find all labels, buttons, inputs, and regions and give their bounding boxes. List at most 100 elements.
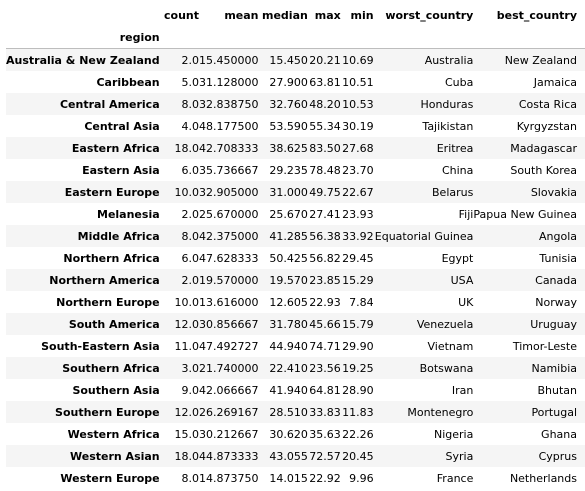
cell-count: 15.0	[174, 427, 200, 441]
table-row: Northern Africa 6.0 47.628333 50.425 56.82 29…	[6, 247, 585, 269]
cell-worst-country: Iran	[451, 383, 474, 397]
row-index-label: Melanesia	[97, 207, 160, 221]
cell-count: 4.0	[181, 119, 200, 133]
row-index-label: South America	[68, 317, 160, 331]
cell-mean: 42.375000	[199, 229, 259, 243]
table-row: Australia & New Zealand 2.0 15.450000 15.45…	[6, 48, 585, 71]
cell-mean: 13.616000	[199, 295, 259, 309]
column-header-count: count	[164, 8, 200, 22]
row-index-label: Central America	[59, 97, 160, 111]
cell-mean: 31.128000	[199, 75, 259, 89]
cell-worst-country: Tajikistan	[422, 119, 474, 133]
cell-best-country: Netherlands	[509, 471, 577, 485]
cell-best-country: Angola	[538, 229, 577, 243]
cell-count: 10.0	[174, 185, 200, 199]
cell-mean: 19.570000	[199, 273, 259, 287]
cell-max: 20.21	[309, 53, 341, 67]
cell-max: 48.20	[309, 97, 341, 111]
column-header-mean: mean	[224, 8, 259, 22]
cell-best-country: Madagascar	[510, 141, 577, 155]
cell-mean: 44.873333	[199, 449, 259, 463]
cell-min: 29.90	[342, 339, 374, 353]
cell-best-country: Norway	[535, 295, 577, 309]
cell-min: 22.26	[342, 427, 374, 441]
table-row: South-Eastern Asia 11.0 47.492727 44.940 74.…	[6, 335, 585, 357]
cell-best-country: Ghana	[541, 427, 577, 441]
empty-header-cell	[162, 26, 199, 49]
table-row: Western Asian 18.0 44.873333 43.055 72.57 20.…	[6, 445, 585, 467]
cell-max: 72.57	[309, 449, 341, 463]
row-index-label: Central Asia	[84, 119, 160, 133]
cell-min: 15.29	[342, 273, 374, 287]
row-index-label: Middle Africa	[77, 229, 160, 243]
cell-mean: 25.670000	[199, 207, 259, 221]
cell-worst-country: Vietnam	[427, 339, 474, 353]
cell-mean: 48.177500	[199, 119, 259, 133]
cell-best-country: Bhutan	[537, 383, 577, 397]
cell-median: 12.605	[269, 295, 308, 309]
cell-worst-country: Australia	[424, 53, 474, 67]
cell-median: 15.450	[269, 53, 308, 67]
table-row: Southern Africa 3.0 21.740000 22.410 23.56 19…	[6, 357, 585, 379]
cell-max: 63.81	[309, 75, 341, 89]
cell-min: 7.84	[349, 295, 374, 309]
cell-best-country: Tunisia	[539, 251, 577, 265]
corner-cell	[6, 4, 162, 26]
column-header-best-country: best_country	[496, 8, 577, 22]
cell-max: 27.41	[309, 207, 341, 221]
table-row: Eastern Asia 6.0 35.736667 29.235 78.48 23.70…	[6, 159, 585, 181]
table-row: Central America 8.0 32.838750 32.760 48.20 10…	[6, 93, 585, 115]
table-row: Eastern Europe 10.0 32.905000 31.000 49.75 22…	[6, 181, 585, 203]
cell-mean: 32.838750	[199, 97, 259, 111]
cell-max: 23.56	[309, 361, 341, 375]
cell-worst-country: USA	[450, 273, 474, 287]
row-index-label: Eastern Europe	[64, 185, 160, 199]
cell-best-country: New Zealand	[504, 53, 577, 67]
cell-mean: 42.708333	[199, 141, 259, 155]
table-row: Western Africa 15.0 30.212667 30.620 35.63 22…	[6, 423, 585, 445]
table-row: Caribbean 5.0 31.128000 27.900 63.81 10.51 Cub…	[6, 71, 585, 93]
index-name-row: region	[6, 26, 585, 49]
row-index-label: Northern Europe	[56, 295, 160, 309]
index-name-header: region	[119, 30, 160, 44]
cell-max: 55.34	[309, 119, 341, 133]
cell-worst-country: Syria	[445, 449, 474, 463]
cell-median: 38.625	[269, 141, 308, 155]
table-body: Australia & New Zealand 2.0 15.450000 15.45…	[6, 48, 585, 489]
cell-best-country: Namibia	[531, 361, 577, 375]
cell-mean: 47.628333	[199, 251, 259, 265]
cell-min: 33.92	[342, 229, 374, 243]
cell-count: 18.0	[174, 141, 200, 155]
cell-median: 14.015	[269, 471, 308, 485]
cell-mean: 21.740000	[199, 361, 259, 375]
cell-min: 19.25	[342, 361, 374, 375]
cell-mean: 47.492727	[199, 339, 259, 353]
cell-min: 23.70	[342, 163, 374, 177]
cell-count: 10.0	[174, 295, 200, 309]
cell-median: 32.760	[269, 97, 308, 111]
cell-count: 6.0	[181, 251, 200, 265]
cell-best-country: South Korea	[510, 163, 577, 177]
cell-worst-country: Honduras	[420, 97, 474, 111]
cell-count: 8.0	[181, 97, 200, 111]
cell-median: 30.620	[269, 427, 308, 441]
empty-header-cell	[259, 26, 308, 49]
cell-min: 28.90	[342, 383, 374, 397]
cell-worst-country: Botswana	[419, 361, 474, 375]
table-row: South America 12.0 30.856667 31.780 45.66 15.…	[6, 313, 585, 335]
cell-median: 27.900	[269, 75, 308, 89]
cell-median: 50.425	[269, 251, 308, 265]
cell-count: 2.0	[181, 273, 200, 287]
cell-mean: 30.212667	[199, 427, 259, 441]
cell-min: 10.51	[342, 75, 374, 89]
table-header: count mean median max min worst_country …	[6, 4, 585, 49]
cell-count: 3.0	[181, 361, 200, 375]
cell-worst-country: Montenegro	[407, 405, 474, 419]
cell-median: 41.285	[269, 229, 308, 243]
empty-header-cell	[308, 26, 341, 49]
cell-median: 22.410	[269, 361, 308, 375]
cell-best-country: Kyrgyzstan	[516, 119, 577, 133]
cell-median: 44.940	[269, 339, 308, 353]
cell-worst-country: Fiji	[458, 207, 474, 221]
row-index-label: Western Asian	[70, 449, 160, 463]
